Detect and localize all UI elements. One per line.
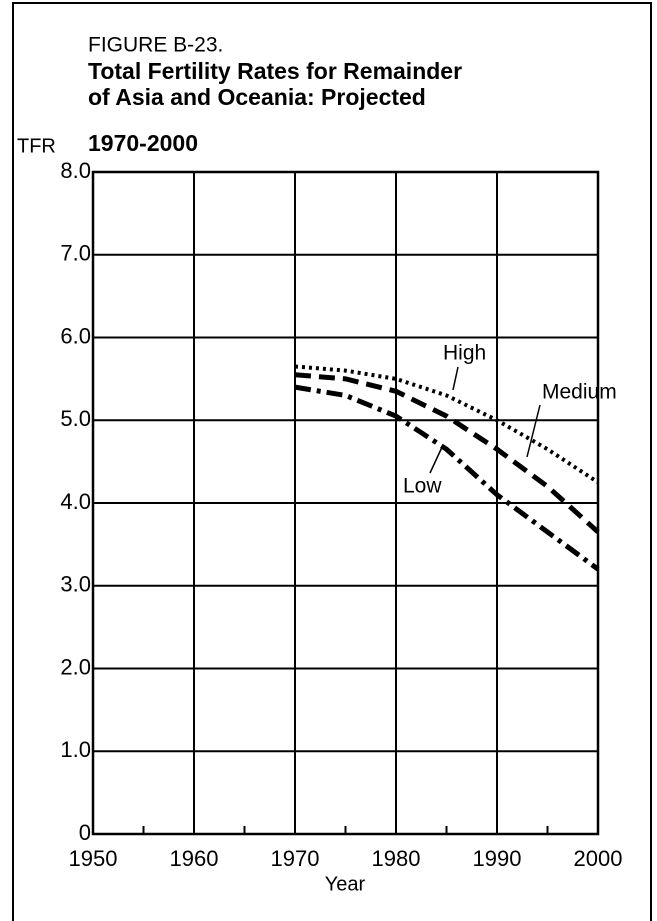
y-tick-label: 1.0 — [60, 737, 91, 762]
chart-title: Total Fertility Rates for Remainder — [88, 58, 462, 84]
y-tick-label: 0 — [79, 820, 91, 845]
y-tick-label: 2.0 — [60, 654, 91, 679]
x-tick-label: 1980 — [372, 846, 421, 871]
series-line — [294, 364, 600, 484]
x-axis-label: Year — [325, 873, 366, 895]
x-tick-label: 1950 — [69, 846, 118, 871]
leader-line — [452, 366, 459, 391]
y-tick-label: 8.0 — [60, 158, 91, 183]
x-tick-label: 1970 — [271, 846, 320, 871]
chart-title: 1970-2000 — [88, 130, 198, 156]
series-line — [294, 384, 600, 572]
x-tick-label: 1990 — [473, 846, 522, 871]
x-tick-label: 1960 — [170, 846, 219, 871]
plot-border — [91, 170, 600, 836]
y-tick-label: 7.0 — [60, 241, 91, 266]
y-tick-label: 4.0 — [60, 489, 91, 514]
series-annotation: Low — [403, 475, 442, 498]
y-tick-label: 5.0 — [60, 406, 91, 431]
x-tick-label: 2000 — [574, 846, 623, 871]
figure-label: FIGURE B-23. — [88, 34, 223, 57]
leader-line — [429, 444, 444, 474]
chart-title: of Asia and Oceania: Projected — [88, 84, 426, 110]
series-annotation: Medium — [542, 381, 617, 404]
series-annotation: High — [443, 342, 486, 365]
leader-line — [526, 404, 541, 458]
y-tick-label: 3.0 — [60, 572, 91, 597]
y-axis-label: TFR — [17, 135, 56, 157]
frame — [12, 2, 652, 921]
series-line — [294, 372, 600, 534]
y-tick-label: 6.0 — [60, 323, 91, 348]
